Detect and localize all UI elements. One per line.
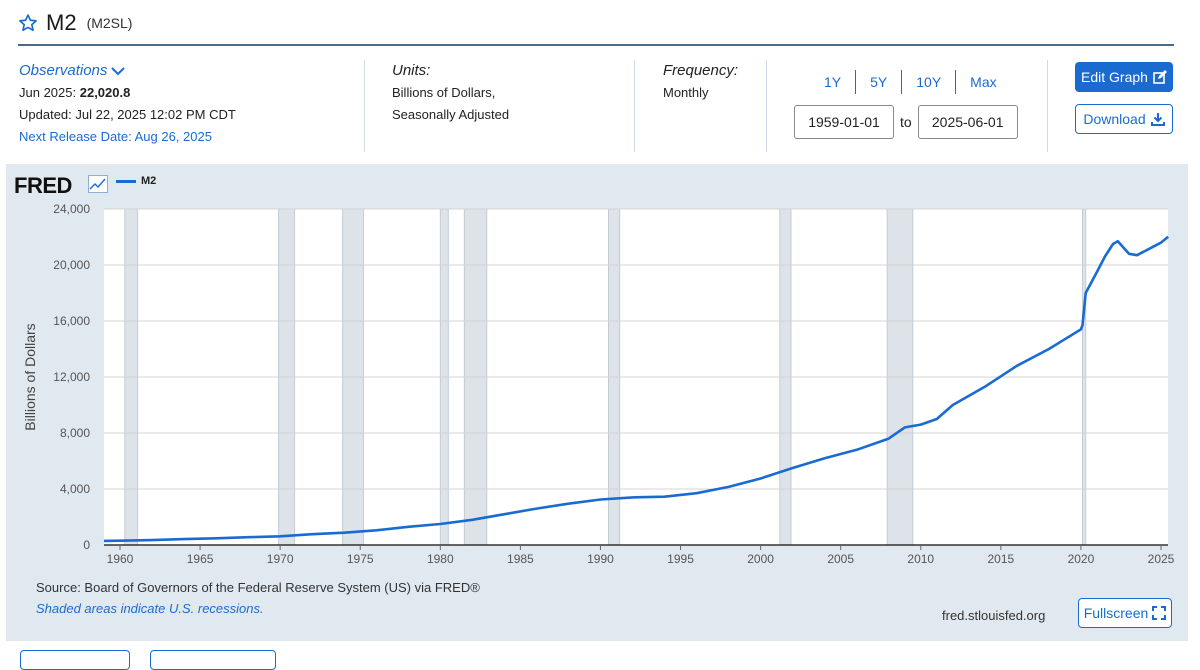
next-release-link[interactable]: Next Release Date: Aug 26, 2025 [19,129,212,144]
observation-value: 22,020.8 [79,85,131,100]
x-tick-label: 1985 [507,552,534,566]
y-tick-label: 16,000 [53,314,90,328]
range-separator [855,70,857,94]
y-axis-label: Billions of Dollars [22,323,38,430]
download-label: Download [1083,111,1146,127]
download-icon [1150,113,1165,126]
meta-divider [1047,60,1048,152]
observation-date: Jun 2025: [19,85,77,100]
x-tick-label: 2015 [987,552,1014,566]
download-button[interactable]: Download [1075,104,1173,134]
range-links: 1Y 5Y 10Y Max [810,70,1011,94]
range-max-link[interactable]: Max [970,74,997,90]
updated-text: Updated: Jul 22, 2025 12:02 PM CDT [19,107,236,122]
x-tick-label: 2020 [1068,552,1095,566]
y-tick-label: 24,000 [53,202,90,216]
series-id: (M2SL) [86,15,133,31]
series-line-m2 [103,235,1170,543]
edit-graph-button[interactable]: Edit Graph [1075,62,1173,92]
chart: 0 4,000 8,000 12,000 16,000 20,000 24,000 1960 1… [22,202,1175,566]
meta-divider [766,60,767,152]
meta-divider [634,60,635,152]
fullscreen-icon [1152,606,1167,620]
frequency-block: Frequency: Monthly [663,60,738,104]
date-range: 1959-01-01 to 2025-06-01 [794,105,1018,139]
y-tick-label: 8,000 [60,426,90,440]
x-tick-label: 2025 [1148,552,1175,566]
range-10y-link[interactable]: 10Y [916,74,942,90]
recession-note: Shaded areas indicate U.S. recessions. [36,601,264,616]
site-url[interactable]: fred.stlouisfed.org [942,608,1046,623]
observations-label: Observations [19,62,108,79]
title-row: M2 (M2SL) [18,8,132,38]
x-tick-label: 1980 [427,552,454,566]
y-tick-label: 12,000 [53,370,90,384]
star-icon[interactable] [18,13,38,33]
y-tick-label: 20,000 [53,258,90,272]
bottom-button-stub[interactable] [150,650,276,670]
edit-graph-label: Edit Graph [1081,69,1148,85]
units-line1: Billions of Dollars, [392,85,496,100]
y-tick-label: 4,000 [60,482,90,496]
legend-swatch [116,179,136,183]
x-tick-label: 1975 [347,552,374,566]
y-tick-label: 0 [83,538,90,552]
fullscreen-button[interactable]: Fullscreen [1078,598,1172,628]
date-range-to: to [900,114,912,130]
legend-label: M2 [141,175,157,187]
fullscreen-label: Fullscreen [1083,605,1149,621]
x-tick-label: 1995 [667,552,694,566]
frequency-value: Monthly [663,85,709,100]
x-tick-label: 1970 [267,552,294,566]
x-tick-label: 1960 [107,552,134,566]
units-label: Units: [392,62,431,79]
range-separator [901,70,903,94]
observations-dropdown[interactable]: Observations [19,60,236,82]
x-tick-label: 1990 [587,552,614,566]
end-date-input[interactable]: 2025-06-01 [917,105,1018,139]
series-title: M2 [46,10,77,35]
header-divider [18,44,1174,46]
x-tick-label: 2000 [747,552,774,566]
units-block: Units: Billions of Dollars, Seasonally A… [392,60,509,126]
range-separator [955,70,957,94]
fred-chart-icon [88,175,108,193]
edit-icon [1153,70,1167,84]
chart-legend: M2 [116,175,156,187]
bottom-button-stub[interactable] [20,650,130,670]
start-date-input[interactable]: 1959-01-01 [794,105,894,139]
fred-logo: FRED [14,173,72,198]
units-line2: Seasonally Adjusted [392,107,510,122]
frequency-label: Frequency: [663,62,739,79]
latest-observation: Jun 2025: 22,020.8 [19,82,236,104]
meta-divider [364,60,365,152]
chevron-down-icon [111,67,126,76]
range-5y-link[interactable]: 5Y [870,74,888,90]
x-tick-label: 2005 [827,552,854,566]
x-tick-label: 1965 [187,552,214,566]
source-text: Source: Board of Governors of the Federa… [36,580,480,595]
x-tick-label: 2010 [907,552,934,566]
observations-block: Observations Jun 2025: 22,020.8 Updated:… [19,60,236,148]
range-1y-link[interactable]: 1Y [824,74,842,90]
